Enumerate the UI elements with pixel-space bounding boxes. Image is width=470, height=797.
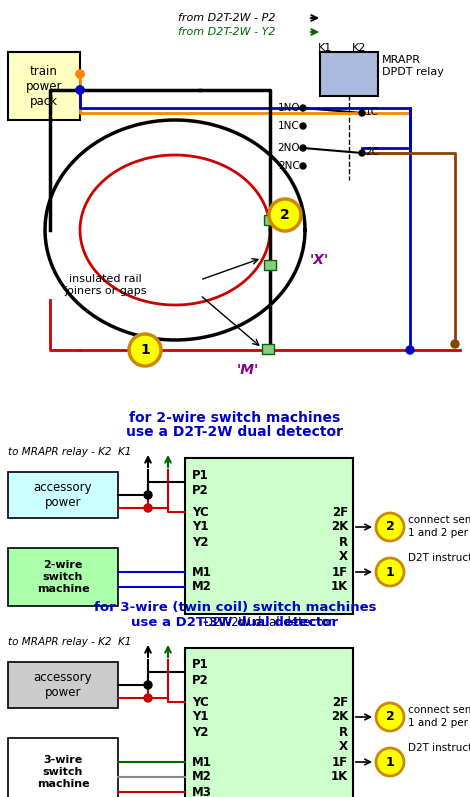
Text: DPDT relay: DPDT relay [382, 67, 444, 77]
Text: use a D2T-3W dual detector: use a D2T-3W dual detector [132, 615, 338, 629]
Text: P2: P2 [192, 484, 209, 497]
Text: M2: M2 [192, 771, 212, 783]
Text: 'M': 'M' [237, 363, 259, 377]
Text: P2: P2 [192, 673, 209, 686]
Text: connect sensors: connect sensors [408, 515, 470, 525]
Text: 1 and 2 per the: 1 and 2 per the [408, 528, 470, 538]
Circle shape [144, 504, 152, 512]
Text: 1F: 1F [332, 566, 348, 579]
Text: 1 and 2 per the: 1 and 2 per the [408, 718, 470, 728]
Text: Y1: Y1 [192, 710, 209, 724]
Text: connect sensors: connect sensors [408, 705, 470, 715]
Text: 2: 2 [280, 208, 290, 222]
Bar [8, 662, 118, 708]
Circle shape [76, 70, 84, 78]
Bar [185, 458, 353, 614]
Circle shape [359, 150, 365, 156]
Text: 2-wire
switch
machine: 2-wire switch machine [37, 560, 89, 594]
Text: 1K: 1K [331, 771, 348, 783]
Text: 2F: 2F [332, 505, 348, 519]
Text: Y1: Y1 [192, 520, 209, 533]
Text: to MRAPR relay - K2  K1: to MRAPR relay - K2 K1 [8, 447, 132, 457]
Text: 1C: 1C [365, 107, 379, 117]
Circle shape [76, 86, 84, 94]
Circle shape [359, 110, 365, 116]
Text: insulated rail
joiners or gaps: insulated rail joiners or gaps [64, 274, 146, 296]
Text: YC: YC [192, 505, 209, 519]
Bar [185, 648, 353, 797]
Text: 3-wire
switch
machine: 3-wire switch machine [37, 756, 89, 788]
Text: use a D2T-2W dual detector: use a D2T-2W dual detector [126, 425, 344, 439]
Circle shape [376, 748, 404, 776]
Text: to MRAPR relay - K2  K1: to MRAPR relay - K2 K1 [8, 637, 132, 647]
Text: 2F: 2F [332, 696, 348, 709]
Text: 1K: 1K [331, 580, 348, 594]
Text: 1NC: 1NC [278, 121, 300, 131]
Text: D2T instructions: D2T instructions [408, 553, 470, 563]
Circle shape [300, 123, 306, 129]
Text: MRAPR: MRAPR [382, 55, 421, 65]
Text: 2C: 2C [365, 147, 379, 157]
Circle shape [76, 86, 84, 94]
Circle shape [376, 558, 404, 586]
Text: M3: M3 [192, 786, 212, 797]
Text: Y2: Y2 [192, 725, 209, 739]
Text: D2T-2W dual detector: D2T-2W dual detector [204, 615, 334, 629]
Text: 2NC: 2NC [278, 161, 300, 171]
Bar [320, 52, 378, 96]
Circle shape [144, 491, 152, 499]
Text: D2T instructions: D2T instructions [408, 743, 470, 753]
Text: 2: 2 [385, 710, 394, 724]
Bar [8, 472, 118, 518]
Text: K1: K1 [318, 43, 332, 53]
Text: M1: M1 [192, 566, 212, 579]
Circle shape [406, 346, 414, 354]
Text: R: R [339, 725, 348, 739]
Text: from D2T-2W - P2: from D2T-2W - P2 [178, 13, 275, 23]
Text: R: R [339, 536, 348, 548]
Text: 2NO: 2NO [277, 143, 300, 153]
Circle shape [269, 199, 301, 231]
Text: 2K: 2K [331, 520, 348, 533]
Text: train
power
pack: train power pack [26, 65, 62, 108]
Text: 2: 2 [385, 520, 394, 533]
Text: K2: K2 [352, 43, 367, 53]
Bar [264, 215, 276, 225]
Text: X: X [339, 551, 348, 563]
Text: for 2-wire switch machines: for 2-wire switch machines [129, 411, 341, 425]
Text: accessory
power: accessory power [34, 481, 92, 509]
Text: P1: P1 [192, 658, 209, 672]
Text: YC: YC [192, 696, 209, 709]
Circle shape [300, 163, 306, 169]
Circle shape [300, 145, 306, 151]
Text: X: X [339, 740, 348, 753]
Text: from D2T-2W - Y2: from D2T-2W - Y2 [178, 27, 275, 37]
Text: 'X': 'X' [310, 253, 329, 267]
Circle shape [376, 703, 404, 731]
Text: 1: 1 [140, 343, 150, 357]
Text: 2K: 2K [331, 710, 348, 724]
Circle shape [144, 694, 152, 702]
Text: accessory
power: accessory power [34, 671, 92, 699]
Text: 1: 1 [385, 566, 394, 579]
Text: M1: M1 [192, 756, 212, 768]
Circle shape [451, 340, 459, 348]
Bar [8, 548, 118, 606]
Text: for 3-wire (twin coil) switch machines: for 3-wire (twin coil) switch machines [94, 602, 376, 614]
Circle shape [376, 513, 404, 541]
Circle shape [144, 681, 152, 689]
Text: 1F: 1F [332, 756, 348, 768]
Text: 1: 1 [385, 756, 394, 768]
Text: M2: M2 [192, 580, 212, 594]
Circle shape [129, 334, 161, 366]
Circle shape [76, 70, 84, 78]
Bar [8, 738, 118, 797]
Circle shape [300, 105, 306, 111]
Bar [264, 260, 276, 270]
Text: P1: P1 [192, 469, 209, 481]
Bar [8, 52, 80, 120]
Text: Y2: Y2 [192, 536, 209, 548]
Text: 1NO: 1NO [277, 103, 300, 113]
Bar [262, 344, 274, 354]
